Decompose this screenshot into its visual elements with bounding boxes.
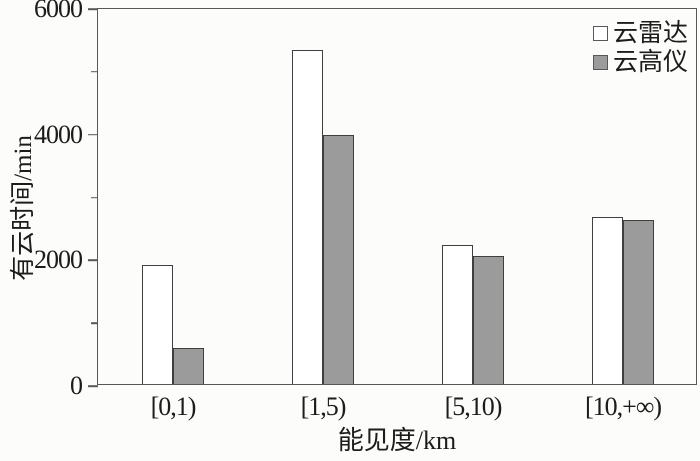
legend-swatch-ceilometer (592, 55, 608, 70)
legend-swatch-cloud-radar (592, 26, 608, 41)
bar-series-0-cat-2 (442, 245, 473, 384)
x-category-label: [10,+∞) (584, 392, 662, 421)
y-tick-label: 2000 (34, 245, 83, 275)
bar-series-0-cat-1 (292, 49, 323, 384)
y-tick-label: 0 (70, 371, 83, 400)
bar-series-1-cat-3 (623, 220, 654, 384)
y-major-tick (88, 385, 98, 387)
y-tick-label: 4000 (34, 119, 83, 149)
bar-series-0-cat-3 (592, 216, 623, 384)
y-major-tick (88, 8, 98, 10)
legend-entry-ceilometer: 云高仪 (592, 48, 688, 77)
bar-series-1-cat-1 (323, 134, 354, 384)
plot-area: 0 2000 4000 6000 [0,1) [1,5) [5,10) [10,+∞) 云雷… (34, 0, 697, 421)
bar-series-1-cat-0 (173, 348, 204, 384)
x-axis-title: 能见度/km (337, 426, 457, 455)
legend-label-cloud-radar: 云雷达 (612, 20, 688, 47)
legend-label-ceilometer: 云高仪 (612, 49, 688, 76)
legend-entry-cloud-radar: 云雷达 (592, 19, 688, 48)
y-tick-label: 6000 (34, 0, 83, 23)
y-major-tick (88, 133, 98, 136)
x-category-label: [5,10) (444, 392, 503, 421)
bar-series-1-cat-2 (473, 255, 504, 384)
bar-series-0-cat-0 (142, 265, 173, 384)
y-minor-tick (91, 71, 98, 73)
y-major-tick (88, 259, 98, 262)
x-category-label: [0,1) (150, 392, 197, 421)
y-minor-tick (91, 196, 98, 199)
x-category-label: [1,5) (300, 392, 347, 421)
legend: 云雷达 云高仪 (592, 19, 688, 77)
y-minor-tick (91, 322, 98, 324)
